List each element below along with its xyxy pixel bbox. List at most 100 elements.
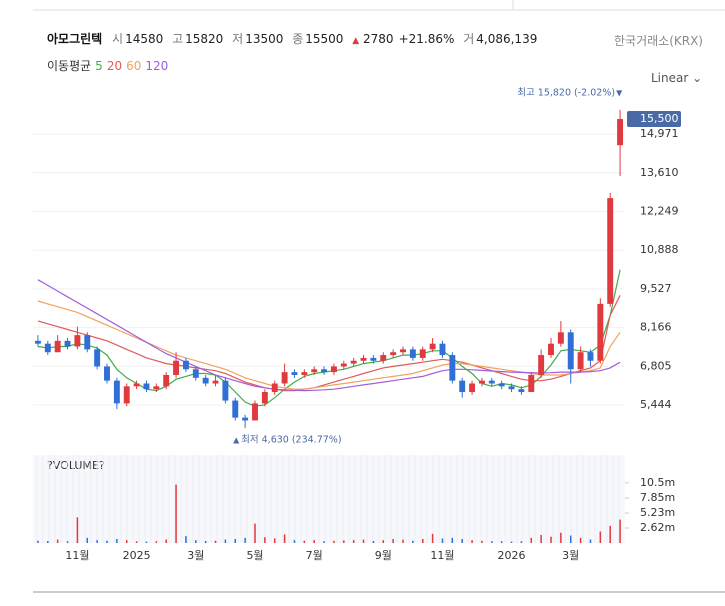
- candle-body: [557, 332, 564, 344]
- candle-body: [113, 380, 120, 404]
- candle-body: [84, 335, 91, 350]
- volume-bar: [254, 523, 256, 543]
- volume-bar: [461, 538, 463, 543]
- stock-name: 아모그린텍: [47, 32, 103, 46]
- candle-body: [182, 360, 189, 370]
- candle-body: [350, 360, 357, 364]
- volume-bar: [352, 540, 355, 543]
- candle-body: [173, 360, 180, 375]
- candle-body: [429, 343, 436, 350]
- volume-bar: [116, 538, 118, 543]
- candle-body: [242, 417, 249, 421]
- candle-body: [133, 383, 140, 387]
- candle-body: [488, 380, 495, 384]
- volume-bar: [195, 540, 197, 543]
- volume-bar: [579, 537, 582, 543]
- volume-bar: [106, 540, 108, 543]
- candle-body: [498, 383, 505, 387]
- volume-bar: [165, 539, 167, 543]
- candle-body: [291, 372, 298, 375]
- candle-body: [390, 352, 397, 356]
- volume-bar: [441, 538, 444, 543]
- volume-bar: [471, 540, 473, 543]
- candle-body: [163, 374, 170, 387]
- y-tick-label: 5,444: [640, 398, 672, 411]
- max-annotation: 최고 15,820 (-2.02%): [517, 87, 615, 98]
- x-tick-label: 5월: [246, 549, 263, 562]
- volume-bar: [481, 540, 483, 543]
- legend-entry: 60: [126, 59, 142, 73]
- price-tag-label: 15,500: [640, 112, 679, 125]
- candle-body: [153, 386, 160, 390]
- candle-body: [360, 357, 367, 361]
- candle-body: [321, 369, 328, 373]
- volume-bar: [372, 540, 375, 543]
- scale[interactable]: Linear: [651, 71, 689, 85]
- volume-bar: [599, 531, 602, 543]
- volume-bar: [145, 541, 148, 543]
- legend-entry: 20: [106, 59, 123, 73]
- volume-pane: [33, 455, 625, 543]
- volume-bar: [264, 537, 266, 543]
- x-tick-label: 11월: [65, 549, 89, 562]
- volume-bar: [619, 519, 621, 543]
- volume-bar: [569, 535, 572, 543]
- candle-body: [232, 400, 239, 418]
- candle-body: [271, 383, 278, 393]
- candle-body: [538, 355, 545, 375]
- volume-bar: [382, 540, 385, 543]
- header: 아모그린텍 시 14580 고 15820 저 13500 종 15500 ▲ 2780…: [47, 32, 538, 46]
- candle-body: [104, 366, 110, 381]
- open: 14580: [125, 32, 164, 46]
- candle-body: [143, 383, 150, 390]
- candle-body: [222, 380, 229, 401]
- candle-body: [202, 377, 209, 384]
- y-tick-label: 5.23m: [640, 506, 675, 519]
- candle-body: [281, 372, 288, 384]
- candle-body: [370, 357, 377, 361]
- candle-body: [518, 389, 525, 393]
- candle-body: [439, 343, 446, 356]
- y-tick-label: 9,527: [640, 282, 672, 295]
- label: 시: [112, 32, 124, 46]
- marker: ▲: [233, 436, 240, 445]
- volume-bar: [283, 534, 286, 543]
- volume-bar: [491, 541, 493, 543]
- y-tick-label: 13,610: [640, 166, 679, 179]
- volume-bar: [323, 541, 325, 543]
- candle-body: [380, 355, 387, 361]
- volume-bar: [431, 533, 434, 543]
- y-tick-label: 10.5m: [640, 476, 675, 489]
- volume-bar: [540, 534, 542, 543]
- candle-body: [94, 349, 101, 367]
- change: 2780: [363, 32, 394, 46]
- volume-bar: [214, 540, 217, 543]
- candle-body: [567, 332, 574, 370]
- candle-body: [607, 198, 614, 304]
- candle-body: [449, 355, 456, 381]
- volume-bar: [343, 540, 345, 543]
- x-tick-label: 9월: [375, 549, 392, 562]
- candle-body: [459, 380, 466, 393]
- candle-body: [34, 340, 41, 344]
- volume-bar: [47, 540, 49, 543]
- volume-bar: [224, 539, 227, 543]
- candle-body: [587, 352, 594, 361]
- legend-entry: 120: [145, 59, 169, 73]
- y-tick-label: 7.85m: [640, 491, 675, 504]
- candle-body: [64, 340, 71, 347]
- volume-bar: [392, 538, 394, 543]
- candle-body: [252, 403, 258, 421]
- legend-entry: 5: [95, 59, 103, 73]
- candle-body: [548, 343, 554, 356]
- x-tick-label: 3월: [562, 549, 579, 562]
- volume-bar: [412, 540, 414, 543]
- x-tick-label: 2026: [498, 549, 526, 562]
- scale-toggle[interactable]: Linear ⌄: [651, 71, 703, 85]
- candle-body: [123, 386, 130, 404]
- volume: 4,086,139: [476, 32, 538, 46]
- ma-line: [37, 295, 621, 392]
- candle-body: [528, 374, 535, 393]
- volume-bar: [402, 539, 404, 543]
- volume-bar: [125, 540, 128, 543]
